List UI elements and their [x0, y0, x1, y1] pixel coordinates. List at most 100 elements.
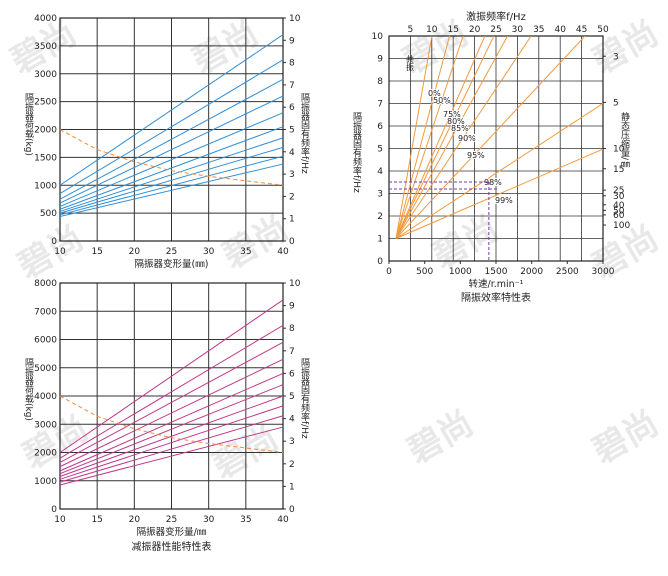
x-tick-label: 40	[277, 247, 289, 257]
chart-caption: 隔振效率特性表	[461, 291, 531, 304]
y2-tick-label: 7	[289, 81, 295, 91]
efficiency-line	[395, 148, 603, 239]
load-line	[59, 112, 284, 207]
efficiency-line	[395, 36, 586, 239]
y-tick-label: 8	[377, 77, 383, 87]
y2-tick-label: 8	[289, 59, 295, 69]
y-tick-label: 0	[51, 505, 57, 515]
y2-tick-label: 6	[289, 103, 295, 113]
x-tick-label: 500	[416, 267, 433, 277]
y-tick-label: 500	[40, 209, 57, 219]
y2-tick-label: 10	[289, 14, 301, 24]
x2-tick-label: 50	[597, 25, 609, 35]
x2-tick-label: 20	[469, 25, 481, 35]
y-tick-label: 9	[377, 55, 383, 65]
y-tick-label: 3000	[34, 420, 57, 430]
x-tick-label: 25	[166, 247, 177, 257]
x-tick-label: 2500	[556, 267, 579, 277]
load-line	[59, 299, 284, 453]
y-tick-label: 4000	[34, 392, 57, 402]
y2-tick-label: 40	[613, 201, 625, 211]
x-tick-label: 35	[240, 247, 251, 257]
frequency-curve	[59, 395, 284, 453]
y-axis-label: 隔振器荷载(kg)	[23, 93, 34, 156]
load-line	[59, 384, 284, 475]
y2-tick-label: 7	[289, 347, 295, 357]
y2-tick-label: 5	[289, 392, 295, 402]
x-axis-label: 转速/r.min⁻¹	[469, 278, 524, 290]
y2-tick-label: 4	[289, 415, 295, 425]
load-line	[59, 59, 284, 195]
x-tick-label: 15	[91, 515, 102, 525]
plot-frame	[388, 35, 604, 262]
x-tick-label: 35	[240, 515, 251, 525]
y2-tick-label: 3	[289, 170, 295, 180]
y-tick-label: 7000	[34, 307, 57, 317]
x2-tick-label: 15	[447, 25, 458, 35]
load-line	[59, 358, 284, 468]
efficiency-line	[395, 36, 508, 239]
y2-tick-label: 3	[289, 437, 295, 447]
y-tick-label: 8000	[34, 279, 57, 289]
y-tick-label: 1000	[34, 477, 57, 487]
y-tick-label: 0	[51, 237, 57, 247]
y-tick-label: 4000	[34, 14, 57, 24]
efficiency-line	[395, 36, 464, 239]
y2-tick-label: 5	[289, 126, 295, 136]
x-tick-label: 30	[203, 515, 215, 525]
efficiency-line	[395, 36, 486, 239]
x2-tick-label: 40	[554, 25, 566, 35]
y2-axis-label: 隔振器固有频率f/Hz	[299, 93, 310, 174]
y-tick-label: 2500	[34, 98, 57, 108]
efficiency-lines	[395, 36, 603, 239]
y2-tick-label: 60	[613, 211, 625, 221]
efficiency-line	[395, 103, 603, 239]
efficiency-label: 85%	[451, 124, 469, 133]
y2-tick-label: 5	[613, 98, 619, 108]
y2-tick-label: 10	[289, 279, 301, 289]
x2-axis-label: 激振频率f/Hz	[466, 10, 526, 23]
y-tick-label: 3000	[34, 70, 57, 80]
x-tick-label: 15	[91, 247, 102, 257]
y2-tick-label: 9	[289, 302, 295, 312]
frequency-curve	[59, 129, 284, 186]
load-line	[59, 405, 284, 480]
y2-tick-label: 100	[613, 221, 630, 231]
resonance-label: 共振	[406, 55, 415, 72]
y2-tick-label: 30	[613, 192, 625, 202]
load-line	[59, 372, 284, 472]
y2-tick-label: 4	[289, 148, 295, 158]
load-line	[59, 324, 284, 459]
y-tick-label: 10	[372, 32, 384, 42]
y2-tick-label: 3	[613, 52, 619, 62]
y-tick-label: 6	[377, 122, 383, 132]
x2-tick-label: 45	[576, 25, 587, 35]
y2-axis-label: 隔振器固有频率f/Hz	[299, 358, 310, 439]
y-axis-label: 隔振器荷载(kg)	[23, 358, 34, 421]
load-line	[59, 163, 284, 217]
x-axis-label: 隔振器变形量(㎜)	[135, 258, 209, 270]
x-axis-label: 隔振器变形量/㎜	[137, 526, 207, 538]
y-tick-label: 2000	[34, 449, 57, 459]
load-line	[59, 146, 284, 214]
y-tick-label: 2000	[34, 126, 57, 136]
y-tick-label: 5	[377, 145, 383, 155]
y-tick-label: 1500	[34, 153, 57, 163]
efficiency-label: 95%	[467, 151, 485, 160]
x-tick-label: 10	[54, 247, 66, 257]
load-line	[59, 341, 284, 463]
y2-tick-label: 8	[289, 324, 295, 334]
efficiency-label: 80%	[447, 117, 465, 126]
x2-tick-label: 30	[512, 25, 524, 35]
load-line	[59, 155, 284, 216]
x2-tick-label: 5	[408, 25, 414, 35]
load-line	[59, 137, 284, 212]
x-tick-label: 1500	[485, 267, 508, 277]
y-tick-label: 4	[377, 167, 383, 177]
y-axis-label: 隔振器固有频率f/Hz	[351, 112, 362, 193]
efficiency-label: 0%	[428, 89, 441, 98]
load-line	[59, 395, 284, 477]
y2-tick-label: 10	[613, 145, 625, 155]
y-tick-label: 7	[377, 100, 383, 110]
